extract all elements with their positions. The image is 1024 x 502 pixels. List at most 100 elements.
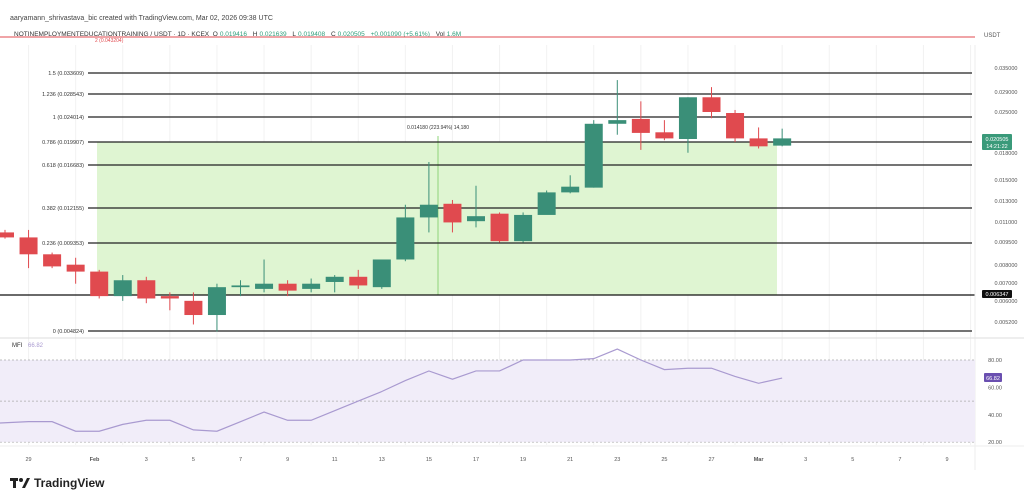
countdown-timer: 14:21:22 bbox=[986, 144, 1007, 150]
candle-body bbox=[514, 214, 533, 242]
close-value: 0.020505 bbox=[337, 31, 365, 38]
x-axis-label: 29 bbox=[25, 457, 31, 463]
x-axis-label: 13 bbox=[379, 457, 385, 463]
candle-body bbox=[726, 113, 745, 139]
x-axis-label: 17 bbox=[473, 457, 479, 463]
mfi-value: 66.82 bbox=[28, 343, 44, 349]
candle-body bbox=[184, 300, 203, 316]
current-price-badge bbox=[982, 134, 1012, 150]
candle-body bbox=[19, 237, 38, 255]
mfi-badge-value: 66.82 bbox=[986, 376, 1000, 382]
mfi-line bbox=[0, 348, 783, 432]
currency-label[interactable]: USDT bbox=[984, 33, 1001, 39]
logo-text: TradingView bbox=[34, 476, 105, 490]
tradingview-logo: TradingView bbox=[10, 476, 104, 490]
x-axis-label: 7 bbox=[239, 457, 242, 463]
price-axis-label: 0.005200 bbox=[995, 320, 1018, 326]
price-axis-label: 0.013000 bbox=[995, 199, 1018, 205]
candle-body bbox=[561, 186, 580, 193]
x-axis-label: 5 bbox=[192, 457, 195, 463]
fib-level-label: 1.236 (0.028543) bbox=[42, 92, 84, 98]
candle-body bbox=[160, 296, 179, 299]
candle-body bbox=[278, 283, 297, 291]
candle-body bbox=[90, 271, 109, 297]
open-value: 0.019416 bbox=[219, 31, 247, 38]
price-axis-label: 0.018000 bbox=[995, 151, 1018, 157]
x-axis-label: 9 bbox=[286, 457, 289, 463]
candle-body bbox=[608, 120, 627, 124]
price-axis-label: 0.025000 bbox=[995, 110, 1018, 116]
x-axis-label: 9 bbox=[945, 457, 948, 463]
open-label: O bbox=[212, 31, 218, 38]
candle-body bbox=[702, 97, 721, 112]
price-axis-label: 0.008000 bbox=[995, 263, 1018, 269]
candle-body bbox=[66, 264, 85, 272]
x-axis-label: 27 bbox=[708, 457, 714, 463]
symbol-name[interactable]: NOTINEMPLOYMENTEDUCATIONTRAINING / USDT … bbox=[14, 31, 210, 38]
price-axis-label: 0.007000 bbox=[995, 281, 1018, 287]
volume-value: 1.6M bbox=[446, 31, 462, 38]
price-axis-label: 0.035000 bbox=[995, 66, 1018, 72]
x-axis-label: Feb bbox=[90, 457, 100, 463]
low-label: L bbox=[292, 31, 297, 38]
price-axis-label: 0.009500 bbox=[995, 240, 1018, 246]
candle-body bbox=[537, 192, 556, 215]
candle-body bbox=[655, 132, 674, 139]
fib-level-label: 0 (0.004824) bbox=[53, 329, 84, 335]
fib-level-label: 0.236 (0.009353) bbox=[42, 241, 84, 247]
chart-credit: aaryamann_shrivastava_bic created with T… bbox=[10, 15, 273, 22]
mfi-axis-label: 20.00 bbox=[988, 440, 1002, 446]
fib-level-label: 0.786 (0.019907) bbox=[42, 140, 84, 146]
fib-level-label: 0.382 (0.012155) bbox=[42, 206, 84, 212]
x-axis-label: 7 bbox=[898, 457, 901, 463]
tradingview-logo-icon bbox=[10, 478, 30, 488]
candle-body bbox=[584, 123, 603, 188]
x-axis-label: 25 bbox=[661, 457, 667, 463]
x-axis-label: 11 bbox=[332, 457, 338, 463]
change-value: +0.001090 (+5.61%) bbox=[370, 31, 430, 38]
mfi-value-badge bbox=[984, 373, 1002, 383]
candle-body bbox=[773, 138, 792, 146]
mfi-label: MFI bbox=[12, 343, 23, 349]
x-axis-label: 3 bbox=[145, 457, 148, 463]
candle-body bbox=[231, 285, 250, 288]
low-value: 0.019408 bbox=[298, 31, 326, 38]
mfi-axis-label: 60.00 bbox=[988, 385, 1002, 391]
fib-zone bbox=[97, 142, 777, 295]
candle-body bbox=[490, 213, 509, 242]
candle-body bbox=[0, 232, 14, 238]
candle-body bbox=[349, 276, 368, 286]
symbol-legend: NOTINEMPLOYMENTEDUCATIONTRAINING / USDT … bbox=[14, 31, 465, 38]
candle-body bbox=[255, 283, 274, 289]
candle-body bbox=[207, 287, 226, 316]
price-axis-label: 0.006000 bbox=[995, 299, 1018, 305]
candle-body bbox=[419, 204, 438, 218]
candle-body bbox=[43, 254, 62, 267]
close-label: C bbox=[330, 31, 336, 38]
candle-body bbox=[137, 280, 156, 299]
current-price-value: 0.020505 bbox=[986, 137, 1009, 143]
candle-body bbox=[302, 283, 321, 289]
mfi-axis-label: 80.00 bbox=[988, 358, 1002, 364]
candle-body bbox=[325, 276, 344, 282]
candle-body bbox=[678, 97, 697, 139]
price-chart[interactable]: 0.014180 (223.94%) 14,180 1.5 (0.033609) 1… bbox=[0, 0, 1024, 470]
x-axis-label: 23 bbox=[614, 457, 620, 463]
volume-label: Vol bbox=[435, 31, 445, 38]
candle-body bbox=[467, 216, 485, 222]
x-axis-label: Mar bbox=[754, 457, 765, 463]
candle-body bbox=[113, 280, 132, 297]
high-label: H bbox=[252, 31, 258, 38]
candle-body bbox=[631, 118, 650, 133]
fib-level-label: 0.618 (0.016683) bbox=[42, 163, 84, 169]
price-axis-label: 0.029000 bbox=[995, 90, 1018, 96]
x-axis-label: 21 bbox=[567, 457, 573, 463]
candle-body bbox=[749, 138, 768, 147]
fib-level-label: 1 (0.024014) bbox=[53, 115, 84, 121]
x-axis-label: 3 bbox=[804, 457, 807, 463]
fib-level-2-label: 2 (0.043204) bbox=[95, 38, 124, 44]
price-axis-label: 0.011000 bbox=[995, 220, 1018, 226]
marker-price-badge bbox=[982, 290, 1012, 298]
candle-body bbox=[372, 259, 391, 288]
x-axis-label: 5 bbox=[851, 457, 854, 463]
